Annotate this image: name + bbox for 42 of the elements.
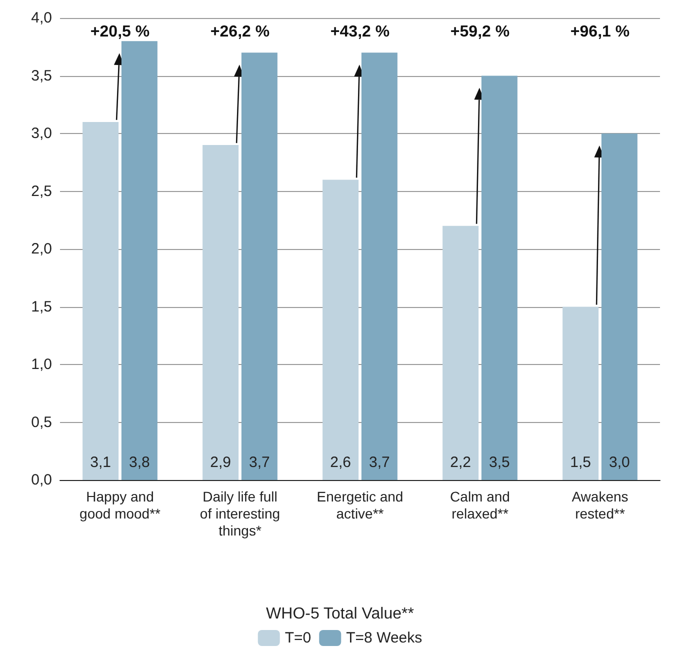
bar xyxy=(562,306,599,480)
annotation: +20,5 % xyxy=(90,24,150,40)
data-label: 3,1 xyxy=(90,454,111,471)
x-tick-label: Daily life full of interesting things* xyxy=(200,488,280,538)
legend-title: WHO-5 Total Value** xyxy=(266,606,414,622)
bar xyxy=(121,41,158,480)
annotation: +96,1 % xyxy=(570,24,630,40)
bar xyxy=(442,226,479,480)
data-label: 3,5 xyxy=(489,454,510,471)
x-tick-label: Calm and relaxed** xyxy=(450,488,510,522)
y-tick-label: 0,0 xyxy=(31,472,52,488)
annotation: +59,2 % xyxy=(450,24,510,40)
y-tick-label: 4,0 xyxy=(31,10,52,26)
y-tick-label: 0,5 xyxy=(31,414,52,431)
y-tick-label: 2,5 xyxy=(31,182,52,200)
bar xyxy=(481,76,518,480)
bar xyxy=(361,52,398,480)
legend-label: T=0 xyxy=(284,630,312,646)
data-label: 1,5 xyxy=(570,454,591,471)
x-tick-label: Awakens rested** xyxy=(572,488,628,522)
bar xyxy=(322,180,359,480)
annotation: +26,2 % xyxy=(210,24,270,40)
y-tick-label: 3,5 xyxy=(31,67,52,84)
data-label: 2,6 xyxy=(330,454,351,471)
y-tick-label: 2,0 xyxy=(31,240,52,258)
data-label: 3,0 xyxy=(609,454,630,471)
x-tick-label: Happy and good mood** xyxy=(80,488,162,522)
x-tick-label: Energetic and active** xyxy=(316,488,404,522)
y-tick-label: 1,0 xyxy=(31,356,52,373)
data-label: 3,7 xyxy=(249,454,270,471)
legend-label: T=8 Weeks xyxy=(346,630,422,646)
data-label: 3,7 xyxy=(369,454,390,471)
bar xyxy=(601,134,638,480)
data-label: 2,2 xyxy=(450,454,471,471)
y-tick-label: 1,5 xyxy=(31,298,52,316)
annotation: +43,2 % xyxy=(330,24,390,40)
y-tick-label: 3,0 xyxy=(31,125,52,142)
data-label: 2,9 xyxy=(210,454,231,471)
bar xyxy=(241,52,278,480)
data-label: 3,8 xyxy=(129,454,150,471)
bar xyxy=(202,145,239,480)
bar xyxy=(82,122,119,480)
